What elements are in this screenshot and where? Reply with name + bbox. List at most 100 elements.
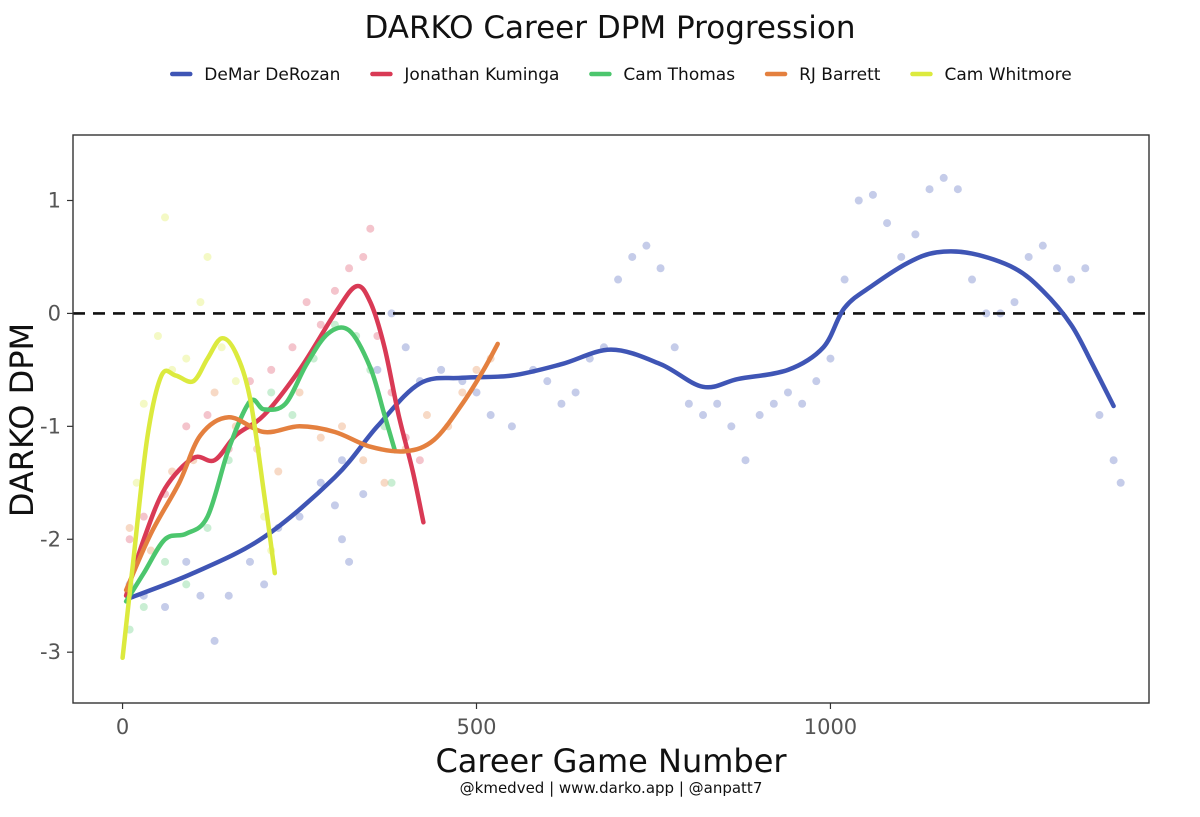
trend-line-3 — [123, 341, 500, 593]
data-point — [628, 252, 637, 261]
plot-border — [72, 134, 1150, 704]
data-point — [798, 399, 807, 408]
chart-caption: @kmedved | www.darko.app | @anpatt7 — [460, 779, 763, 797]
trend-line-1 — [123, 283, 426, 598]
data-point — [359, 490, 368, 499]
data-point — [125, 535, 134, 544]
axes: 0 500 1000 1 0 -1 -2 -3 — [40, 134, 1150, 739]
data-point — [868, 190, 877, 199]
data-point — [1038, 241, 1047, 250]
data-point — [302, 298, 311, 307]
data-point — [1109, 456, 1118, 465]
data-point — [316, 478, 325, 487]
data-point — [953, 185, 962, 194]
data-point — [458, 388, 467, 397]
data-point — [267, 365, 276, 374]
data-point — [437, 365, 446, 374]
chart-title: DARKO Career DPM Progression — [364, 10, 855, 46]
data-point — [614, 275, 623, 284]
data-point — [1116, 478, 1125, 487]
data-point — [274, 467, 283, 476]
data-point — [316, 320, 325, 329]
data-point — [1095, 411, 1104, 420]
data-point — [713, 399, 722, 408]
data-point — [182, 580, 191, 589]
data-point — [699, 411, 708, 420]
data-point — [338, 456, 346, 465]
data-point — [472, 388, 481, 397]
data-point — [1081, 264, 1090, 273]
data-point — [727, 422, 736, 431]
legend: DeMar DeRozan Jonathan Kuminga Cam Thomas R… — [170, 65, 1072, 85]
data-point — [288, 343, 297, 352]
data-point — [366, 224, 375, 233]
data-point — [897, 252, 906, 261]
data-point — [182, 557, 191, 566]
data-point — [139, 603, 148, 612]
data-point — [1052, 264, 1061, 273]
data-point — [295, 512, 304, 521]
data-point — [295, 388, 304, 397]
data-point — [260, 580, 269, 589]
points-0 — [125, 173, 1125, 645]
y-tick-label: 0 — [48, 301, 61, 325]
data-point — [401, 343, 410, 352]
y-tick-label: 1 — [48, 188, 61, 212]
data-point — [217, 343, 226, 352]
data-point — [139, 512, 148, 521]
data-point — [380, 478, 389, 487]
data-point — [925, 185, 934, 194]
data-point — [203, 252, 212, 261]
data-point — [224, 591, 233, 600]
data-point — [571, 388, 580, 397]
data-point — [415, 456, 424, 465]
data-point — [422, 411, 431, 420]
data-point — [338, 535, 346, 544]
y-axis-title: DARKO DPM — [3, 323, 41, 517]
data-point — [196, 591, 205, 600]
data-point — [139, 399, 148, 408]
data-point — [316, 433, 325, 442]
data-point — [345, 264, 354, 273]
legend-label: DeMar DeRozan — [204, 65, 340, 85]
x-tick-label: 500 — [456, 715, 496, 739]
data-point — [854, 196, 863, 205]
data-point — [196, 298, 205, 307]
data-point — [161, 557, 170, 566]
data-point — [968, 275, 977, 284]
y-tick-label: -1 — [40, 414, 61, 438]
data-point — [182, 354, 191, 363]
x-axis-title: Career Game Number — [435, 742, 787, 780]
data-point — [883, 219, 892, 228]
data-point — [1010, 298, 1019, 307]
data-point — [642, 241, 651, 250]
data-point — [557, 399, 566, 408]
data-point — [359, 252, 368, 261]
y-tick-label: -3 — [40, 640, 61, 664]
y-tick-label: -2 — [40, 527, 61, 551]
data-point — [338, 422, 346, 431]
data-point — [146, 546, 155, 555]
data-point — [330, 286, 339, 295]
data-point — [345, 557, 354, 566]
data-point — [245, 557, 254, 566]
data-point — [783, 388, 792, 397]
data-point — [387, 478, 396, 487]
data-point — [182, 422, 191, 431]
data-point — [911, 230, 920, 239]
legend-label: Jonathan Kuminga — [403, 65, 559, 85]
data-point — [741, 456, 750, 465]
data-point — [203, 523, 212, 532]
data-point — [486, 411, 495, 420]
data-point — [939, 173, 948, 182]
trend-line-4 — [120, 335, 278, 661]
data-point — [231, 377, 240, 386]
data-point — [812, 377, 821, 386]
data-point — [387, 309, 396, 318]
legend-label: Cam Thomas — [623, 65, 735, 85]
data-point — [684, 399, 693, 408]
data-point — [267, 388, 276, 397]
data-point — [330, 501, 339, 510]
data-point — [656, 264, 665, 273]
